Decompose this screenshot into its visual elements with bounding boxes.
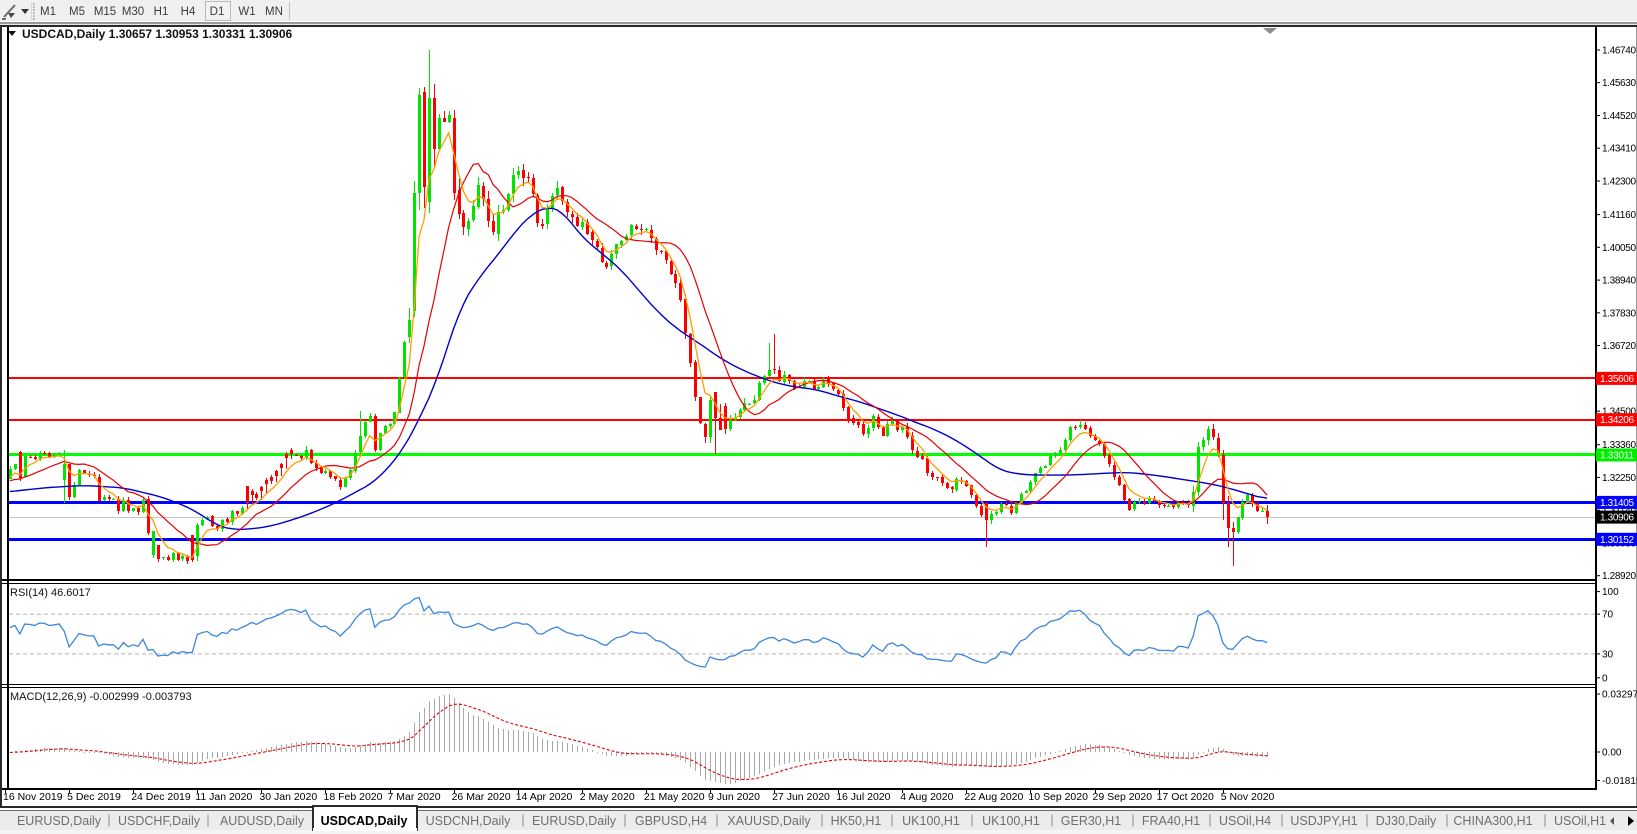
svg-text:29 Sep 2020: 29 Sep 2020 (1093, 791, 1153, 803)
svg-text:M30: M30 (122, 6, 144, 18)
svg-text:1.43410: 1.43410 (1602, 144, 1636, 155)
svg-text:USDCHF,Daily: USDCHF,Daily (118, 814, 201, 828)
svg-text:21 May 2020: 21 May 2020 (644, 791, 705, 803)
svg-text:M5: M5 (69, 6, 85, 18)
svg-text:18 Feb 2020: 18 Feb 2020 (324, 791, 383, 803)
svg-text:1.45630: 1.45630 (1602, 78, 1636, 89)
svg-text:7 Mar 2020: 7 Mar 2020 (388, 791, 441, 803)
svg-text:UK100,H1: UK100,H1 (982, 814, 1040, 828)
svg-text:XAUUSD,Daily: XAUUSD,Daily (727, 814, 811, 828)
svg-text:10 Sep 2020: 10 Sep 2020 (1028, 791, 1088, 803)
svg-text:M15: M15 (94, 6, 116, 18)
svg-text:22 Aug 2020: 22 Aug 2020 (964, 791, 1023, 803)
svg-text:|: | (1543, 813, 1546, 827)
svg-text:MACD(12,26,9) -0.002999 -0.003: MACD(12,26,9) -0.002999 -0.003793 (10, 691, 192, 703)
svg-text:11 Jan 2020: 11 Jan 2020 (195, 791, 252, 803)
svg-text:EURUSD,Daily: EURUSD,Daily (532, 814, 617, 828)
svg-text:|: | (206, 813, 209, 827)
svg-text:UK100,H1: UK100,H1 (902, 814, 960, 828)
svg-text:1.40050: 1.40050 (1602, 243, 1636, 254)
svg-text:27 Jun 2020: 27 Jun 2020 (772, 791, 830, 803)
svg-text:USOil,H4: USOil,H4 (1219, 814, 1271, 828)
svg-text:1.34500: 1.34500 (1602, 407, 1636, 418)
svg-text:M1: M1 (40, 6, 56, 18)
svg-text:|: | (970, 813, 973, 827)
svg-text:H1: H1 (154, 6, 169, 18)
svg-text:RSI(14) 46.6017: RSI(14) 46.6017 (10, 587, 91, 599)
svg-text:0: 0 (1602, 673, 1608, 684)
svg-text:4 Aug 2020: 4 Aug 2020 (900, 791, 953, 803)
svg-text:1.37830: 1.37830 (1602, 308, 1636, 319)
svg-text:1.30152: 1.30152 (1600, 535, 1634, 546)
svg-text:|: | (890, 813, 893, 827)
svg-text:0.00: 0.00 (1602, 748, 1622, 759)
svg-text:D1: D1 (210, 6, 225, 18)
svg-text:|: | (715, 813, 718, 827)
svg-text:1.32250: 1.32250 (1602, 473, 1636, 484)
svg-text:16 Nov 2019: 16 Nov 2019 (3, 791, 63, 803)
svg-text:USDCAD,Daily: USDCAD,Daily (321, 814, 408, 828)
svg-text:EURUSD,Daily: EURUSD,Daily (17, 814, 102, 828)
svg-text:|: | (623, 813, 626, 827)
svg-text:1.42300: 1.42300 (1602, 177, 1636, 188)
svg-text:HK50,H1: HK50,H1 (831, 814, 882, 828)
svg-text:17 Oct 2020: 17 Oct 2020 (1157, 791, 1214, 803)
svg-text:1.44520: 1.44520 (1602, 111, 1636, 122)
svg-text:GBPUSD,H4: GBPUSD,H4 (635, 814, 707, 828)
svg-text:1.33360: 1.33360 (1602, 440, 1636, 451)
svg-text:GER30,H1: GER30,H1 (1061, 814, 1121, 828)
svg-text:USOil,H1: USOil,H1 (1554, 814, 1606, 828)
svg-text:|: | (820, 813, 823, 827)
svg-text:1.31405: 1.31405 (1600, 498, 1634, 509)
svg-text:9 Jun 2020: 9 Jun 2020 (708, 791, 760, 803)
svg-text:AUDUSD,Daily: AUDUSD,Daily (220, 814, 305, 828)
svg-text:|: | (1445, 813, 1448, 827)
svg-text:W1: W1 (238, 6, 255, 18)
svg-text:|: | (1050, 813, 1053, 827)
svg-text:USDCAD,Daily 1.30657 1.30953: USDCAD,Daily 1.30657 1.30953 1.30331 1.3… (22, 27, 293, 41)
svg-text:1.41160: 1.41160 (1602, 210, 1636, 221)
svg-text:0.032972: 0.032972 (1602, 690, 1637, 701)
svg-text:USDCNH,Daily: USDCNH,Daily (426, 814, 511, 828)
svg-text:14 Apr 2020: 14 Apr 2020 (516, 791, 573, 803)
svg-text:16 Jul 2020: 16 Jul 2020 (836, 791, 890, 803)
svg-text:USDJPY,H1: USDJPY,H1 (1290, 814, 1357, 828)
svg-text:1.33011: 1.33011 (1600, 451, 1634, 462)
svg-text:5 Dec 2019: 5 Dec 2019 (67, 791, 121, 803)
svg-text:|: | (521, 813, 524, 827)
svg-text:100: 100 (1602, 587, 1619, 598)
svg-text:-0.018154: -0.018154 (1602, 776, 1637, 787)
svg-text:30 Jan 2020: 30 Jan 2020 (259, 791, 317, 803)
svg-text:24 Dec 2019: 24 Dec 2019 (131, 791, 191, 803)
svg-text:1.30906: 1.30906 (1600, 513, 1634, 524)
svg-text:|: | (1208, 813, 1211, 827)
svg-text:1.38940: 1.38940 (1602, 276, 1636, 287)
svg-text:70: 70 (1602, 610, 1614, 621)
svg-text:1.46740: 1.46740 (1602, 46, 1636, 57)
svg-text:30: 30 (1602, 649, 1614, 660)
svg-text:1.35606: 1.35606 (1600, 374, 1634, 385)
svg-text:|: | (1280, 813, 1283, 827)
svg-text:|: | (1365, 813, 1368, 827)
svg-text:FRA40,H1: FRA40,H1 (1142, 814, 1200, 828)
svg-text:1.34206: 1.34206 (1600, 415, 1634, 426)
svg-text:CHINA300,H1: CHINA300,H1 (1453, 814, 1532, 828)
svg-text:1.36720: 1.36720 (1602, 341, 1636, 352)
svg-text:H4: H4 (181, 6, 196, 18)
svg-text:5 Nov 2020: 5 Nov 2020 (1221, 791, 1275, 803)
svg-text:26 Mar 2020: 26 Mar 2020 (452, 791, 511, 803)
svg-text:|: | (1131, 813, 1134, 827)
svg-text:1.28920: 1.28920 (1602, 571, 1636, 582)
svg-text:|: | (107, 813, 110, 827)
svg-text:MN: MN (265, 6, 283, 18)
svg-text:DJ30,Daily: DJ30,Daily (1376, 814, 1437, 828)
svg-text:2 May 2020: 2 May 2020 (580, 791, 635, 803)
